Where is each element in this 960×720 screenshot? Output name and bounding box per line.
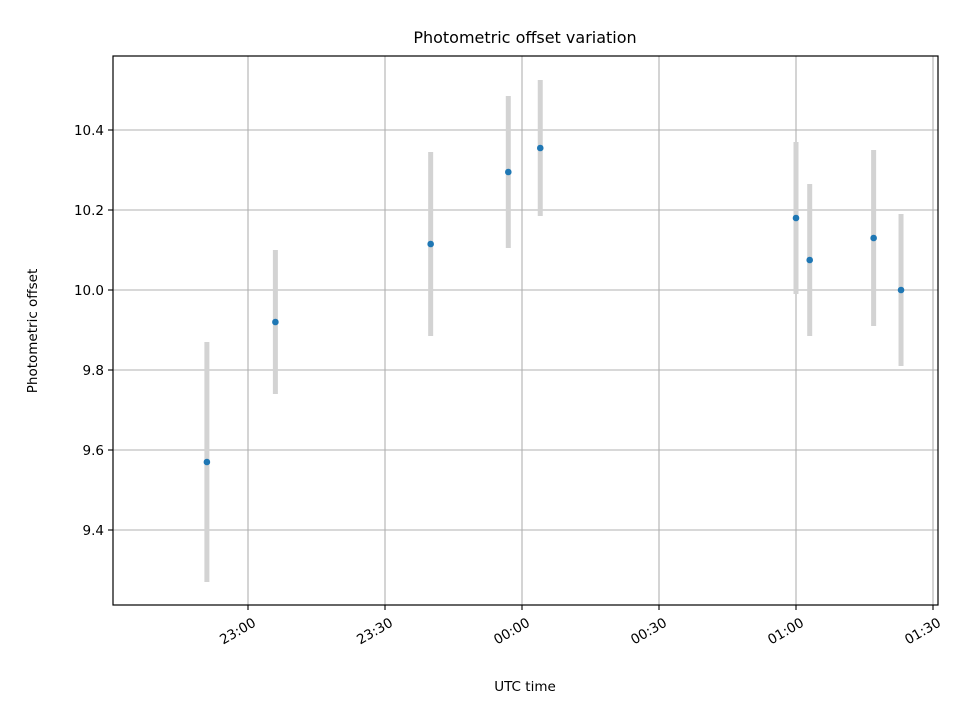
data-point bbox=[536, 144, 544, 152]
x-tick-label: 23:30 bbox=[354, 615, 396, 648]
plot-frame bbox=[112, 55, 939, 606]
data-point bbox=[505, 168, 512, 176]
y-tick-label: 10.0 bbox=[74, 283, 104, 299]
y-axis-label: Photometric offset bbox=[25, 269, 41, 393]
chart-title: Photometric offset variation bbox=[413, 28, 636, 47]
y-tick-label: 10.2 bbox=[74, 203, 104, 219]
data-point bbox=[870, 234, 877, 242]
x-tick-label: 00:00 bbox=[491, 615, 533, 648]
data-point bbox=[272, 318, 279, 326]
data-point bbox=[897, 286, 905, 294]
data-point bbox=[203, 458, 211, 466]
y-tick-label: 9.6 bbox=[83, 443, 104, 459]
grid bbox=[113, 56, 938, 605]
y-tick-label: 9.4 bbox=[83, 523, 104, 539]
y-tick-label: 9.8 bbox=[83, 363, 104, 379]
x-tick-label: 01:30 bbox=[902, 615, 944, 648]
y-tick-label: 10.4 bbox=[74, 123, 104, 139]
x-tick-label: 00:30 bbox=[628, 615, 670, 648]
error-bars bbox=[204, 80, 904, 582]
data-points bbox=[203, 144, 905, 466]
data-point bbox=[427, 240, 434, 248]
x-tick-label: 23:00 bbox=[217, 615, 259, 648]
x-axis-label: UTC time bbox=[494, 679, 556, 695]
x-tick-label: 01:00 bbox=[765, 615, 807, 648]
data-point bbox=[806, 256, 813, 264]
data-point bbox=[792, 214, 800, 222]
